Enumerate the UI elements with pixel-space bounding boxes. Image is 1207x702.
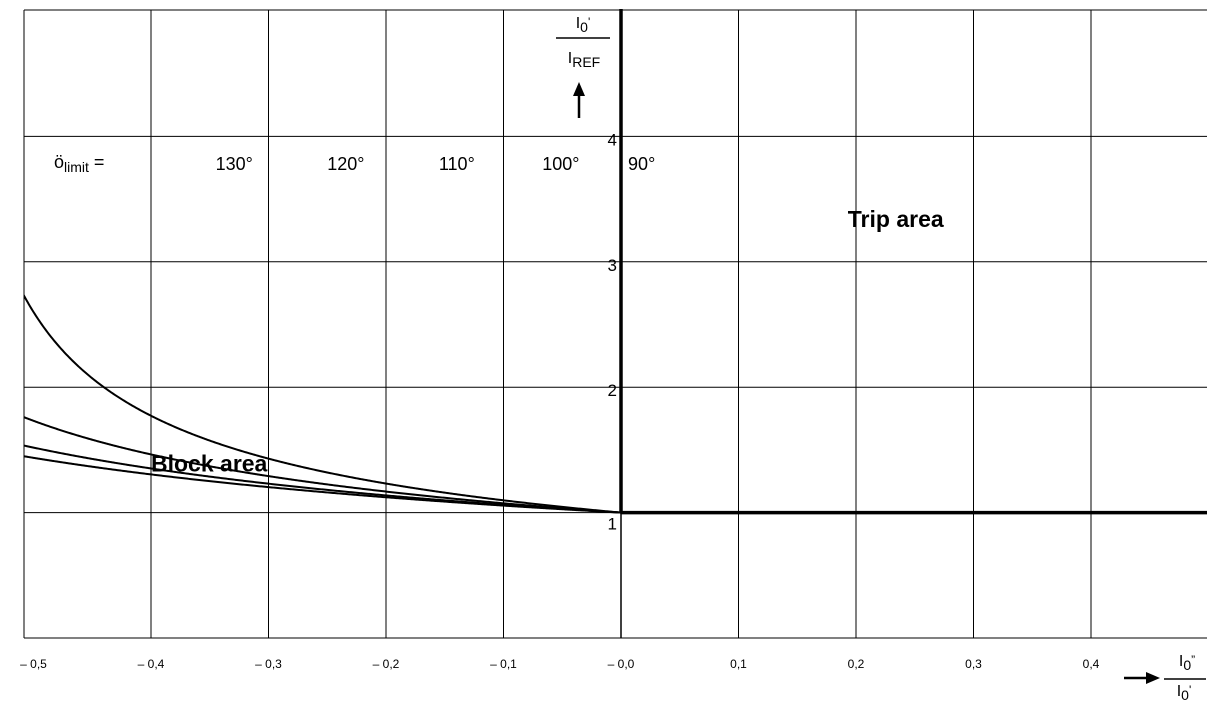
y-tick-label: 1	[608, 515, 617, 534]
boundary	[619, 9, 1207, 638]
ylabel-numerator-suffix: '	[588, 15, 590, 29]
ylabel-denominator: IREF	[568, 50, 600, 70]
curve-label-120: 120°	[327, 154, 364, 174]
curve-120	[24, 416, 622, 514]
limit-label-main: ö	[54, 152, 64, 172]
curves	[24, 293, 622, 514]
ylabel-arrow-head	[573, 82, 585, 96]
x-tick-label: – 0,3	[255, 657, 282, 671]
xlabel-denominator: I0'	[1177, 683, 1192, 702]
curve-110	[24, 444, 622, 514]
block-area-label: Block area	[151, 451, 268, 477]
x-tick-label: – 0,4	[138, 657, 165, 671]
xlabel-denominator-suffix: '	[1189, 683, 1191, 697]
ylabel-denominator-sub: REF	[572, 54, 600, 70]
ylabel-numerator-sub: 0	[580, 19, 588, 35]
trip-area-label: Trip area	[848, 206, 944, 232]
x-tick-label: 0,3	[965, 657, 982, 671]
x-tick-label: 0,4	[1083, 657, 1100, 671]
limit-label-sub: limit	[64, 159, 89, 175]
y-tick-label: 3	[608, 256, 617, 275]
limit-label: ölimit =	[54, 152, 104, 175]
grid	[23, 9, 1207, 639]
xlabel-numerator-sub: 0	[1183, 657, 1191, 673]
curve-label-100: 100°	[542, 154, 579, 174]
limit-label-suffix: =	[89, 152, 105, 172]
curve-100	[24, 455, 622, 514]
xlabel-denominator-main: I	[1177, 683, 1181, 700]
ylabel-numerator: I0'	[576, 15, 591, 35]
curve-130	[24, 293, 622, 514]
y-tick-label: 4	[608, 130, 617, 149]
x-tick-label: 0,1	[730, 657, 747, 671]
xlabel-numerator-suffix: ”	[1191, 653, 1195, 667]
x-tick-label: – 0,5	[20, 657, 47, 671]
x-tick-label: – 0,1	[490, 657, 517, 671]
x-tick-label: – 0,2	[373, 657, 400, 671]
ylabel-denominator-main: I	[568, 50, 572, 67]
curve-label-110: 110°	[439, 154, 475, 174]
xlabel-numerator: I0”	[1179, 653, 1195, 673]
y-tick-label: 2	[608, 381, 617, 400]
x-tick-label: – 0,0	[608, 657, 635, 671]
xlabel-numerator-main: I	[1179, 653, 1183, 670]
xlabel-denominator-sub: 0	[1181, 687, 1189, 702]
xlabel-arrow-head	[1146, 672, 1160, 684]
x-tick-label: 0,2	[848, 657, 865, 671]
ylabel-numerator-main: I	[576, 15, 580, 32]
labels: – 0,5 – 0,4 – 0,3 – 0,2 – 0,1 – 0,0 0,1 0,2 0,3 0…	[20, 15, 1206, 702]
curve-label-130: 130°	[216, 154, 253, 174]
curve-label-90: 90°	[628, 154, 655, 174]
